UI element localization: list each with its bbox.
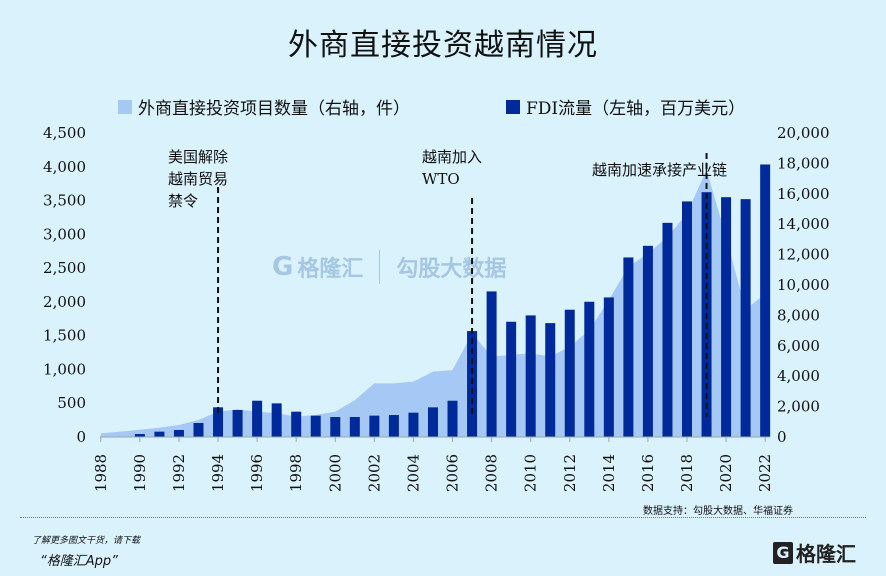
bar-1994 <box>213 407 224 437</box>
annotation-text: 美国解除 <box>168 148 228 166</box>
x-tick-label: 1994 <box>209 454 227 492</box>
bar-1992 <box>173 429 184 437</box>
x-tick-label: 2006 <box>444 454 462 492</box>
area-series-projects <box>100 169 766 437</box>
bar-1998 <box>291 411 302 437</box>
left-tick-label: 500 <box>57 394 86 412</box>
bar-2004 <box>408 412 419 437</box>
bar-2006 <box>447 400 458 437</box>
watermark: G 格隆汇 勾股大数据 <box>272 250 507 284</box>
divider <box>20 517 866 518</box>
x-tick-label: 1988 <box>92 454 110 492</box>
bar-2018 <box>682 201 692 437</box>
left-tick-label: 1,500 <box>43 327 86 345</box>
right-tick-label: 0 <box>777 428 787 446</box>
right-tick-label: 10,000 <box>777 276 830 294</box>
x-tick-label: 2004 <box>404 454 422 492</box>
x-tick-label: 2018 <box>678 454 696 492</box>
bar-2005 <box>427 407 438 437</box>
bar-2011 <box>545 323 556 437</box>
bar-2013 <box>584 301 595 437</box>
promo-app: “格隆汇App” <box>40 554 118 569</box>
legend-swatch-bar <box>506 99 520 114</box>
bar-2010 <box>525 315 536 437</box>
right-tick-label: 8,000 <box>777 306 820 324</box>
right-tick-label: 20,000 <box>777 124 830 142</box>
bar-2014 <box>603 297 614 437</box>
bar-1993 <box>193 423 204 437</box>
legend-swatch-area <box>118 99 132 114</box>
annotation-text: 越南贸易 <box>168 170 228 188</box>
chart-svg: 1988 1990 1992 1994 1996 1998 2000 2002 2004 2006… <box>43 124 830 492</box>
annotation-text: 越南加速承接产业链 <box>592 161 727 179</box>
annotation-text: 禁令 <box>168 192 198 210</box>
x-tick-label: 1998 <box>287 454 305 492</box>
right-tick-label: 14,000 <box>777 215 830 233</box>
legend-label: 外商直接投资项目数量（右轴，件） <box>138 99 410 119</box>
x-tick-label: 2022 <box>756 454 774 492</box>
right-tick-label: 6,000 <box>777 337 820 355</box>
x-tick-label: 2020 <box>717 454 735 492</box>
x-tick-label: 2010 <box>522 454 540 492</box>
bar-2015 <box>623 257 634 437</box>
legend-label: FDI流量（左轴，百万美元） <box>526 99 746 119</box>
gelonghui-logo: G 格隆汇 <box>773 538 856 567</box>
bar-2000 <box>330 417 341 437</box>
x-tick-label: 2008 <box>483 454 501 492</box>
right-tick-label: 16,000 <box>777 185 830 203</box>
x-tick-label: 1990 <box>131 454 149 492</box>
legend-item-projects: 外商直接投资项目数量（右轴，件） <box>118 94 410 119</box>
bar-2021 <box>740 199 751 437</box>
bar-1995 <box>232 409 243 437</box>
bar-1996 <box>252 400 263 437</box>
right-tick-label: 4,000 <box>777 367 820 385</box>
x-tick-label: 2014 <box>600 454 618 492</box>
bar-2022 <box>760 164 771 437</box>
bar-2017 <box>662 222 673 437</box>
bar-2012 <box>564 309 575 437</box>
bar-1999 <box>310 415 321 437</box>
annotation-text: 越南加入 <box>422 148 482 166</box>
bar-2003 <box>388 415 399 437</box>
bar-2007 <box>467 331 478 437</box>
left-tick-label: 0 <box>76 428 86 446</box>
bar-1990 <box>134 434 145 437</box>
annotation-text: WTO <box>422 170 460 188</box>
data-source: 数据支持：勾股大数据、华福证券 <box>643 506 793 517</box>
left-tick-label: 2,500 <box>43 259 86 277</box>
right-tick-label: 18,000 <box>777 154 830 172</box>
left-tick-label: 4,500 <box>43 124 86 142</box>
bar-1997 <box>271 403 282 437</box>
bar-2001 <box>349 417 360 437</box>
bar-2009 <box>506 321 517 437</box>
right-tick-label: 2,000 <box>777 398 820 416</box>
left-tick-label: 4,000 <box>43 158 86 176</box>
bar-2020 <box>721 197 732 437</box>
legend-item-fdi: FDI流量（左轴，百万美元） <box>506 94 745 119</box>
left-tick-label: 3,000 <box>43 225 86 243</box>
left-tick-label: 2,000 <box>43 293 86 311</box>
left-tick-label: 3,500 <box>43 192 86 210</box>
x-tick-label: 2000 <box>326 454 344 492</box>
bar-2008 <box>486 291 497 437</box>
x-tick-label: 2012 <box>561 454 579 492</box>
x-tick-label: 1996 <box>248 454 266 492</box>
promo-text: 了解更多图文干货，请下载 <box>32 536 141 546</box>
x-tick-label: 1992 <box>170 454 188 492</box>
x-tick-label: 2016 <box>639 454 657 492</box>
x-tick-label: 2002 <box>365 454 383 492</box>
bar-2016 <box>642 245 653 437</box>
right-tick-label: 12,000 <box>777 246 830 264</box>
bar-1991 <box>154 431 165 437</box>
left-tick-label: 1,000 <box>43 360 86 378</box>
bar-2002 <box>369 415 380 437</box>
chart-title: 外商直接投资越南情况 <box>288 28 598 63</box>
